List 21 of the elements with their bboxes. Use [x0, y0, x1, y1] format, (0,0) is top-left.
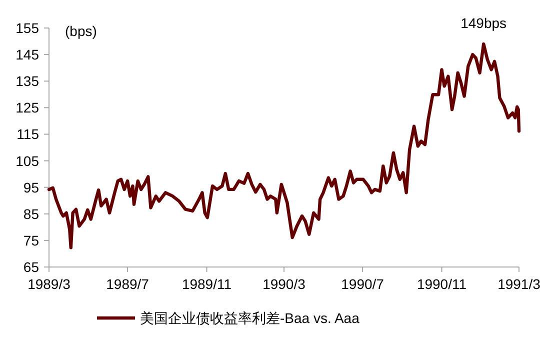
x-tick-label: 1990/7 [341, 276, 384, 292]
x-tick-label: 1990/3 [262, 276, 306, 292]
y-tick-label: 65 [23, 259, 40, 275]
y-tick-label: 125 [16, 100, 40, 116]
y-tick-label: 145 [16, 46, 40, 63]
x-tick-label: 1989/7 [106, 276, 150, 292]
y-tick-label: 95 [23, 179, 40, 196]
x-tick-label: 1991/3 [498, 276, 541, 292]
legend-label: 美国企业债收益率利差-Baa vs. Aaa [140, 310, 360, 326]
x-tick-label: 1990/11 [416, 276, 467, 292]
ylabel: (bps) [65, 23, 97, 39]
y-tick-label: 105 [16, 152, 40, 169]
y-tick-label: 155 [16, 20, 40, 36]
y-tick-label: 85 [23, 206, 40, 222]
y-tick-label: 135 [16, 73, 40, 90]
y-tick-label: 115 [16, 126, 40, 142]
x-tick-label: 1989/3 [28, 276, 71, 292]
legend: 美国企业债收益率利差-Baa vs. Aaa [97, 310, 360, 326]
annotation: 149bps [460, 14, 507, 31]
y-tick-label: 75 [23, 232, 40, 248]
x-tick-label: 1989/11 [182, 276, 232, 292]
